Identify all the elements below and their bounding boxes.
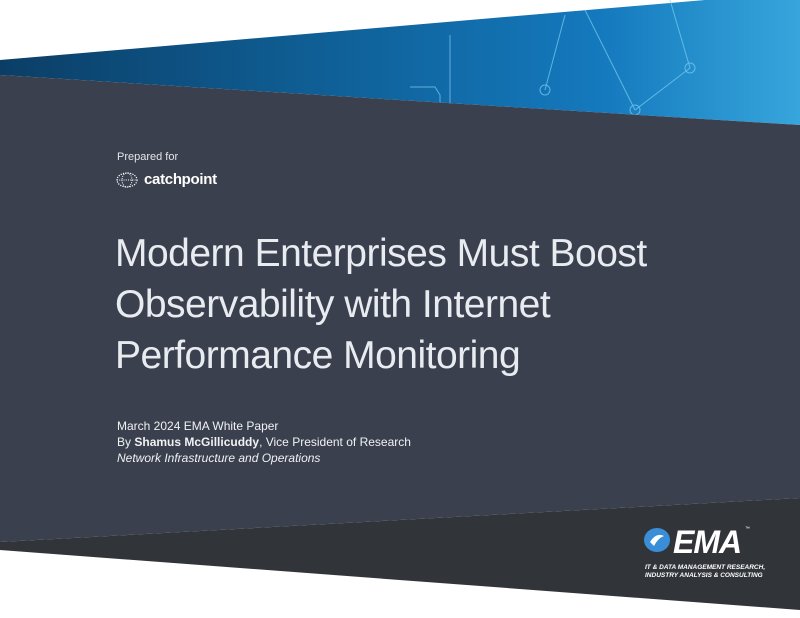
author-name: Shamus McGillicuddy [134, 435, 260, 449]
document-meta: March 2024 EMA White Paper By Shamus McG… [117, 418, 411, 466]
network-lines [410, 0, 696, 116]
ema-wordmark: EMA [673, 524, 742, 560]
tagline-line: INDUSTRY ANALYSIS & CONSULTING [645, 572, 763, 579]
prepared-for-label: Prepared for [117, 151, 179, 163]
ema-tagline: IT & DATA MANAGEMENT RESEARCH, INDUSTRY … [645, 564, 785, 580]
title-line: Observability with Internet [115, 283, 551, 326]
client-logo: catchpoint [116, 171, 217, 188]
ema-swoosh-icon [644, 528, 670, 552]
tagline-line: IT & DATA MANAGEMENT RESEARCH, [645, 564, 766, 571]
tech-banner-image [0, 0, 800, 125]
catchpoint-globe-icon [116, 171, 138, 188]
date-type: March 2024 EMA White Paper [117, 419, 279, 433]
title-line: Performance Monitoring [115, 334, 521, 377]
byline: By Shamus McGillicuddy, Vice President o… [117, 434, 411, 450]
practice-area: Network Infrastructure and Operations [117, 451, 321, 465]
title-line: Modern Enterprises Must Boost [115, 232, 647, 275]
trademark: ™ [745, 526, 750, 532]
author-role: , Vice President of Research [259, 435, 411, 449]
by-label: By [117, 435, 132, 449]
main-panel [0, 75, 800, 542]
footer-band [0, 498, 800, 610]
catchpoint-logo-text: catchpoint [144, 171, 217, 188]
document-title: Modern Enterprises Must Boost Observabil… [115, 228, 755, 381]
